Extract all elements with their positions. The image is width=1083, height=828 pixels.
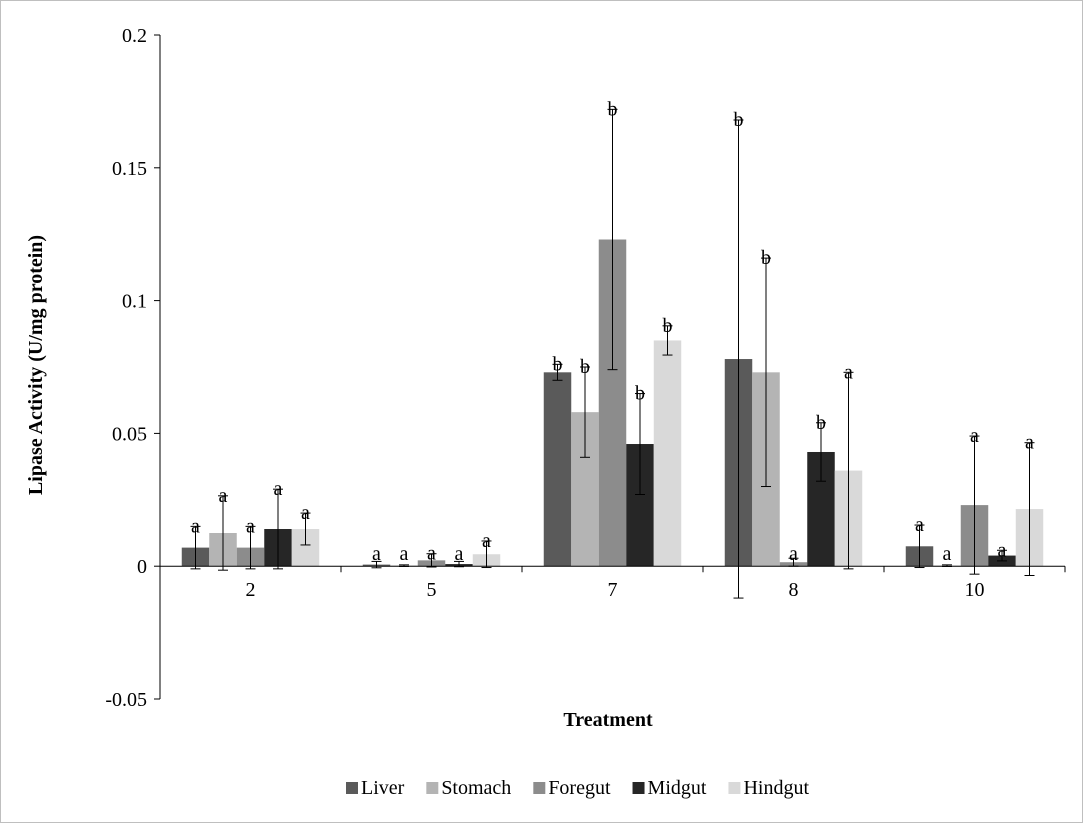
y-tick-label: 0.1 xyxy=(122,291,147,313)
significance-letter: a xyxy=(970,425,979,447)
legend-label-stomach: Stomach xyxy=(441,777,511,799)
y-tick-label: 0 xyxy=(137,556,147,578)
y-tick-label: 0.2 xyxy=(122,25,147,47)
x-tick-label: 2 xyxy=(246,579,256,601)
y-tick-label: 0.15 xyxy=(112,158,147,180)
significance-letter: a xyxy=(427,543,436,565)
legend-swatch-liver xyxy=(346,782,358,794)
significance-letter: a xyxy=(455,543,464,565)
significance-letter: b xyxy=(580,356,590,378)
x-tick-label: 7 xyxy=(608,579,618,601)
significance-letter: a xyxy=(301,502,310,524)
bar-liver-7 xyxy=(543,372,572,567)
significance-letter: a xyxy=(998,539,1007,561)
y-tick-label: -0.05 xyxy=(105,689,147,711)
significance-letter: b xyxy=(816,412,826,434)
legend-swatch-midgut xyxy=(632,782,645,794)
significance-letter: b xyxy=(663,315,673,337)
significance-letter: b xyxy=(635,383,645,405)
significance-letter: a xyxy=(482,530,491,552)
significance-letter: a xyxy=(915,514,924,536)
significance-letter: a xyxy=(372,543,381,565)
x-tick-label: 10 xyxy=(965,579,985,601)
significance-letter: a xyxy=(400,543,409,565)
significance-letter: a xyxy=(191,515,200,537)
bar-hindgut-7 xyxy=(653,340,682,567)
x-axis-title: Treatment xyxy=(563,709,653,731)
significance-letter: a xyxy=(246,515,255,537)
significance-letter: a xyxy=(844,361,853,383)
significance-letter: b xyxy=(734,109,744,131)
significance-letter: a xyxy=(1025,432,1034,454)
legend-label-foregut: Foregut xyxy=(548,777,611,799)
axes-layer: -0.05 0 0.05 0.1 0.15 0.2 2 5 7 8 10 xyxy=(105,25,1066,711)
y-axis-title: Lipase Activity (U/mg protein) xyxy=(25,235,47,495)
y-tick-label: 0.05 xyxy=(112,423,147,445)
significance-letter: a xyxy=(789,543,798,565)
x-tick-label: 5 xyxy=(427,579,437,601)
legend-swatch-hindgut xyxy=(728,782,741,794)
significance-letter: a xyxy=(274,478,283,500)
legend-label-midgut: Midgut xyxy=(648,777,707,799)
significance-letter: a xyxy=(943,543,952,565)
significance-letter: b xyxy=(608,98,618,120)
significance-letter: b xyxy=(761,247,771,269)
legend: Liver Stomach Foregut Midgut Hindgut xyxy=(346,777,809,799)
legend-swatch-foregut xyxy=(533,782,546,794)
significance-letter: b xyxy=(553,353,563,375)
significance-letter: a xyxy=(219,485,228,507)
legend-swatch-stomach xyxy=(426,782,439,794)
legend-label-liver: Liver xyxy=(361,777,405,799)
legend-label-hindgut: Hindgut xyxy=(743,777,809,799)
x-tick-label: 8 xyxy=(789,579,799,601)
